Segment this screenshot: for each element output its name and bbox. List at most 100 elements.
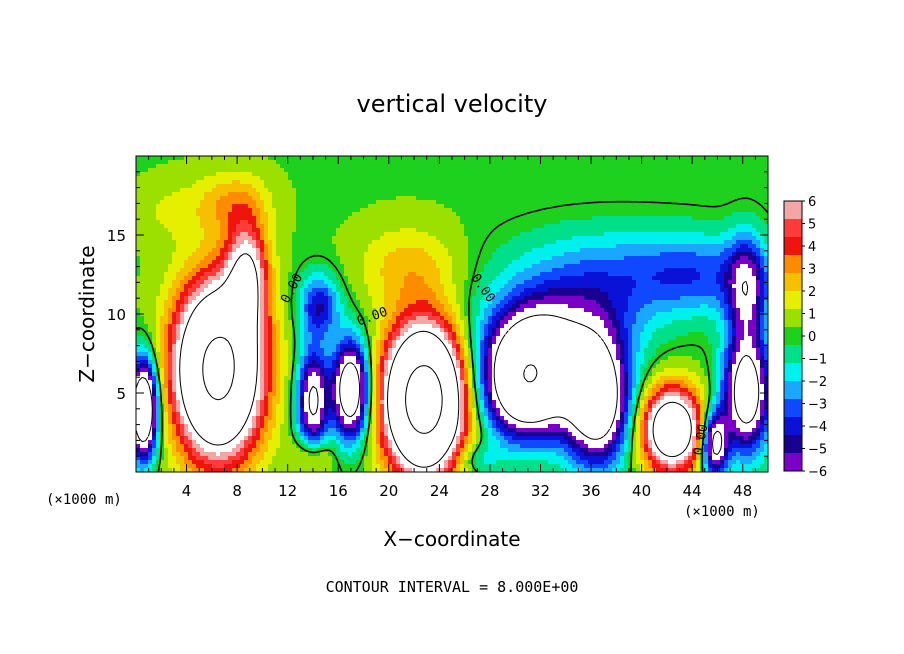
field-cell: [184, 400, 189, 405]
field-cell: [224, 320, 229, 325]
field-cell: [264, 220, 269, 225]
field-cell: [208, 396, 213, 401]
field-cell: [328, 264, 333, 269]
field-cell: [320, 188, 325, 193]
field-cell: [144, 240, 149, 245]
field-cell: [264, 240, 269, 245]
field-cell: [228, 260, 233, 265]
field-cell: [328, 268, 333, 273]
field-cell: [180, 408, 185, 413]
field-cell: [236, 164, 241, 169]
field-cell: [176, 348, 181, 353]
field-cell: [144, 272, 149, 277]
field-cell: [284, 244, 289, 249]
field-cell: [140, 392, 145, 397]
field-cell: [316, 452, 321, 457]
field-cell: [200, 372, 205, 377]
field-cell: [148, 376, 153, 381]
field-cell: [284, 356, 289, 361]
field-cell: [156, 272, 161, 277]
field-cell: [204, 312, 209, 317]
field-cell: [204, 372, 209, 377]
field-cell: [356, 412, 361, 417]
field-cell: [384, 304, 389, 309]
field-cell: [180, 376, 185, 381]
field-cell: [136, 332, 141, 337]
field-cell: [312, 196, 317, 201]
field-cell: [140, 380, 145, 385]
field-cell: [348, 424, 353, 429]
field-cell: [300, 404, 305, 409]
field-cell: [356, 380, 361, 385]
field-cell: [272, 424, 277, 429]
field-cell: [184, 404, 189, 409]
field-cell: [268, 336, 273, 341]
field-cell: [232, 184, 237, 189]
field-cell: [368, 192, 373, 197]
field-cell: [164, 208, 169, 213]
field-cell: [348, 344, 353, 349]
field-cell: [276, 324, 281, 329]
field-cell: [276, 368, 281, 373]
field-cell: [188, 368, 193, 373]
field-cell: [276, 424, 281, 429]
field-cell: [316, 464, 321, 469]
field-cell: [360, 352, 365, 357]
field-cell: [368, 336, 373, 341]
field-cell: [384, 308, 389, 313]
field-cell: [164, 160, 169, 165]
field-cell: [188, 348, 193, 353]
field-cell: [212, 300, 217, 305]
field-cell: [200, 164, 205, 169]
field-cell: [152, 272, 157, 277]
field-cell: [328, 240, 333, 245]
field-cell: [380, 156, 385, 161]
field-cell: [212, 244, 217, 249]
field-cell: [304, 208, 309, 213]
field-cell: [216, 268, 221, 273]
field-cell: [356, 216, 361, 221]
field-cell: [300, 268, 305, 273]
field-cell: [364, 304, 369, 309]
field-cell: [192, 420, 197, 425]
field-cell: [168, 312, 173, 317]
field-cell: [244, 204, 249, 209]
field-cell: [276, 384, 281, 389]
field-cell: [324, 444, 329, 449]
field-cell: [160, 356, 165, 361]
field-cell: [244, 380, 249, 385]
field-cell: [376, 276, 381, 281]
field-cell: [264, 156, 269, 161]
field-cell: [340, 408, 345, 413]
field-cell: [340, 200, 345, 205]
field-cell: [136, 228, 141, 233]
field-cell: [224, 460, 229, 465]
field-cell: [156, 428, 161, 433]
field-cell: [276, 192, 281, 197]
field-cell: [368, 364, 373, 369]
field-cell: [220, 292, 225, 297]
field-cell: [264, 172, 269, 177]
field-cell: [144, 300, 149, 305]
field-cell: [384, 288, 389, 293]
field-cell: [340, 300, 345, 305]
field-cell: [156, 388, 161, 393]
field-cell: [328, 160, 333, 165]
field-cell: [152, 172, 157, 177]
field-cell: [380, 164, 385, 169]
field-cell: [188, 160, 193, 165]
field-cell: [188, 216, 193, 221]
field-cell: [192, 168, 197, 173]
field-cell: [360, 288, 365, 293]
field-cell: [344, 240, 349, 245]
field-cell: [272, 340, 277, 345]
field-cell: [376, 256, 381, 261]
field-cell: [216, 312, 221, 317]
field-cell: [192, 240, 197, 245]
field-cell: [144, 228, 149, 233]
field-cell: [292, 364, 297, 369]
field-cell: [196, 168, 201, 173]
field-cell: [164, 224, 169, 229]
field-cell: [360, 240, 365, 245]
field-cell: [276, 336, 281, 341]
